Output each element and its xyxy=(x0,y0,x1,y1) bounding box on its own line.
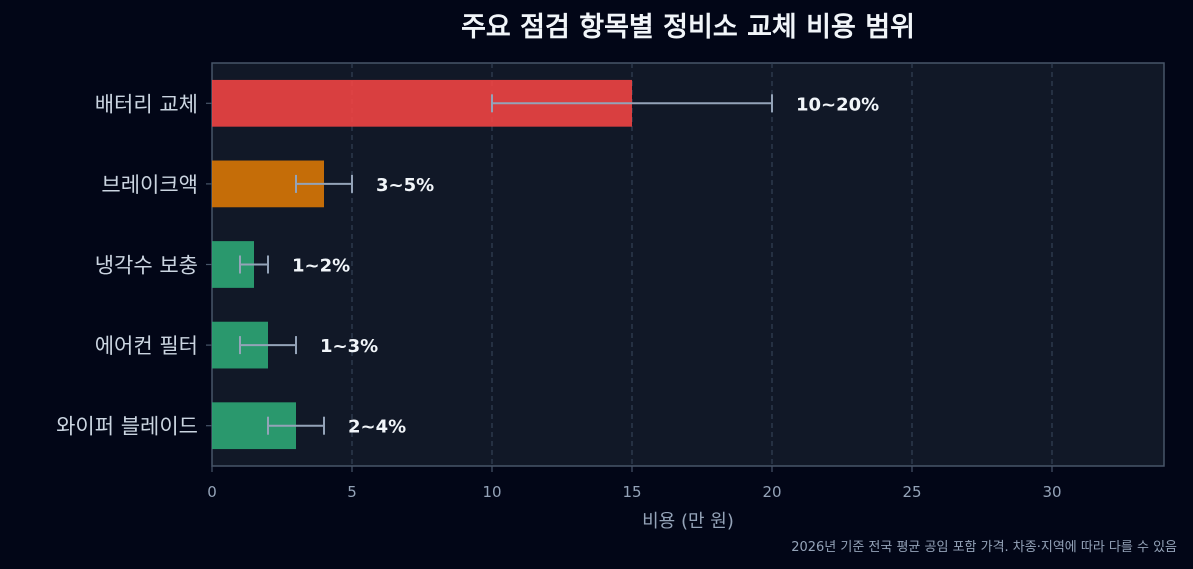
plot-area xyxy=(211,62,1165,467)
chart-title: 주요 점검 항목별 정비소 교체 비용 범위 xyxy=(461,12,915,43)
data-label: 10~20% xyxy=(796,94,879,115)
data-label: 1~3% xyxy=(320,336,378,357)
x-tick-label: 0 xyxy=(207,483,217,501)
x-tick-label: 30 xyxy=(1042,483,1061,501)
footnote: 2026년 기준 전국 평균 공임 포함 가격. 차종·지역에 따라 다를 수 … xyxy=(791,540,1177,555)
data-labels: 10~20% 3~5% 1~2% 1~3% 2~4% xyxy=(292,94,879,437)
x-axis-ticks: 0 5 10 15 20 25 30 xyxy=(207,466,1062,501)
y-tick-label: 에어컨 필터 xyxy=(95,334,198,358)
data-label: 1~2% xyxy=(292,256,350,277)
x-tick-label: 10 xyxy=(482,483,501,501)
x-tick-label: 20 xyxy=(762,483,781,501)
x-tick-label: 15 xyxy=(622,483,641,501)
y-tick-label: 와이퍼 블레이드 xyxy=(56,415,198,439)
gridlines xyxy=(351,63,1053,466)
x-axis-label: 비용 (만 원) xyxy=(642,511,734,532)
data-label: 3~5% xyxy=(376,175,434,196)
x-tick-label: 25 xyxy=(902,483,921,501)
y-tick-label: 브레이크액 xyxy=(101,173,198,197)
error-bars xyxy=(239,94,773,435)
y-tick-label: 냉각수 보충 xyxy=(95,254,198,278)
x-tick-label: 5 xyxy=(347,483,357,501)
y-tick-label: 배터리 교체 xyxy=(95,92,198,116)
data-label: 2~4% xyxy=(348,417,406,438)
